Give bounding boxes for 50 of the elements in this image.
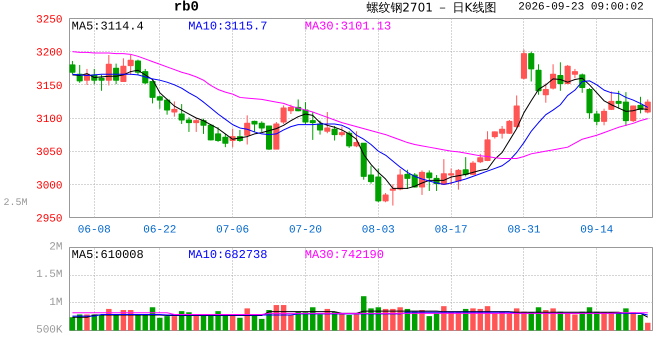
y-tick-label: 3250 — [36, 14, 62, 26]
y-tick-label: 2950 — [36, 214, 62, 226]
candlestick — [601, 108, 608, 126]
candlestick — [353, 130, 360, 148]
x-tick-label: 07-06 — [216, 224, 250, 236]
candlestick — [193, 118, 200, 132]
candlestick — [462, 156, 469, 177]
candlestick — [644, 98, 651, 114]
candlestick — [542, 83, 549, 104]
candlestick — [426, 170, 432, 192]
candlestick — [70, 60, 76, 75]
text: MA30:3101.13 — [304, 19, 392, 34]
text: MA5:610008 — [72, 248, 144, 262]
x-tick-label: 06-22 — [143, 224, 176, 236]
text: MA10:682738 — [188, 248, 268, 262]
y-tick-label: 1M — [49, 296, 62, 309]
y-tick-label: 3050 — [36, 147, 62, 160]
x-tick-label: 08-17 — [434, 224, 468, 236]
candlestick — [346, 130, 352, 148]
text: MA10:3115.7 — [188, 19, 268, 34]
candlestick — [128, 54, 134, 76]
text: MA5:3114.4 — [72, 19, 144, 34]
y-tick-label: 3000 — [36, 180, 62, 192]
candlestick — [324, 112, 330, 134]
candlestick — [535, 64, 542, 96]
candlestick — [594, 110, 600, 126]
x-tick-label: 07-20 — [288, 224, 322, 236]
candlestick — [382, 192, 389, 203]
chart-subtitle: 螺纹钢2701 － 日K线图 — [366, 0, 496, 14]
y-tick-label: 3150 — [36, 80, 62, 93]
y-tick-label: 1.5M — [36, 269, 62, 282]
candlestick — [550, 64, 556, 90]
candlestick — [171, 100, 178, 118]
candlestick — [528, 51, 534, 82]
candlestick — [332, 125, 338, 142]
x-tick-label: 06-08 — [78, 224, 111, 236]
x-tick-label: 09-14 — [580, 224, 614, 236]
text: MA30:742190 — [304, 248, 384, 262]
x-tick-label: 08-03 — [362, 224, 395, 236]
y-tick-label: 500K — [36, 324, 63, 336]
text: 2.5M — [3, 198, 28, 209]
y-tick-label: 2M — [49, 242, 62, 254]
candlestick — [586, 88, 593, 120]
y-tick-label: 3200 — [36, 48, 62, 60]
x-tick-label: 08-31 — [507, 224, 541, 236]
candlestick — [338, 126, 345, 138]
candlestick — [244, 114, 250, 146]
text: 2026-09-23 09:00:02 — [518, 2, 644, 14]
chart-title: rb0 — [174, 0, 199, 16]
y-tick-label: 3100 — [36, 114, 62, 126]
